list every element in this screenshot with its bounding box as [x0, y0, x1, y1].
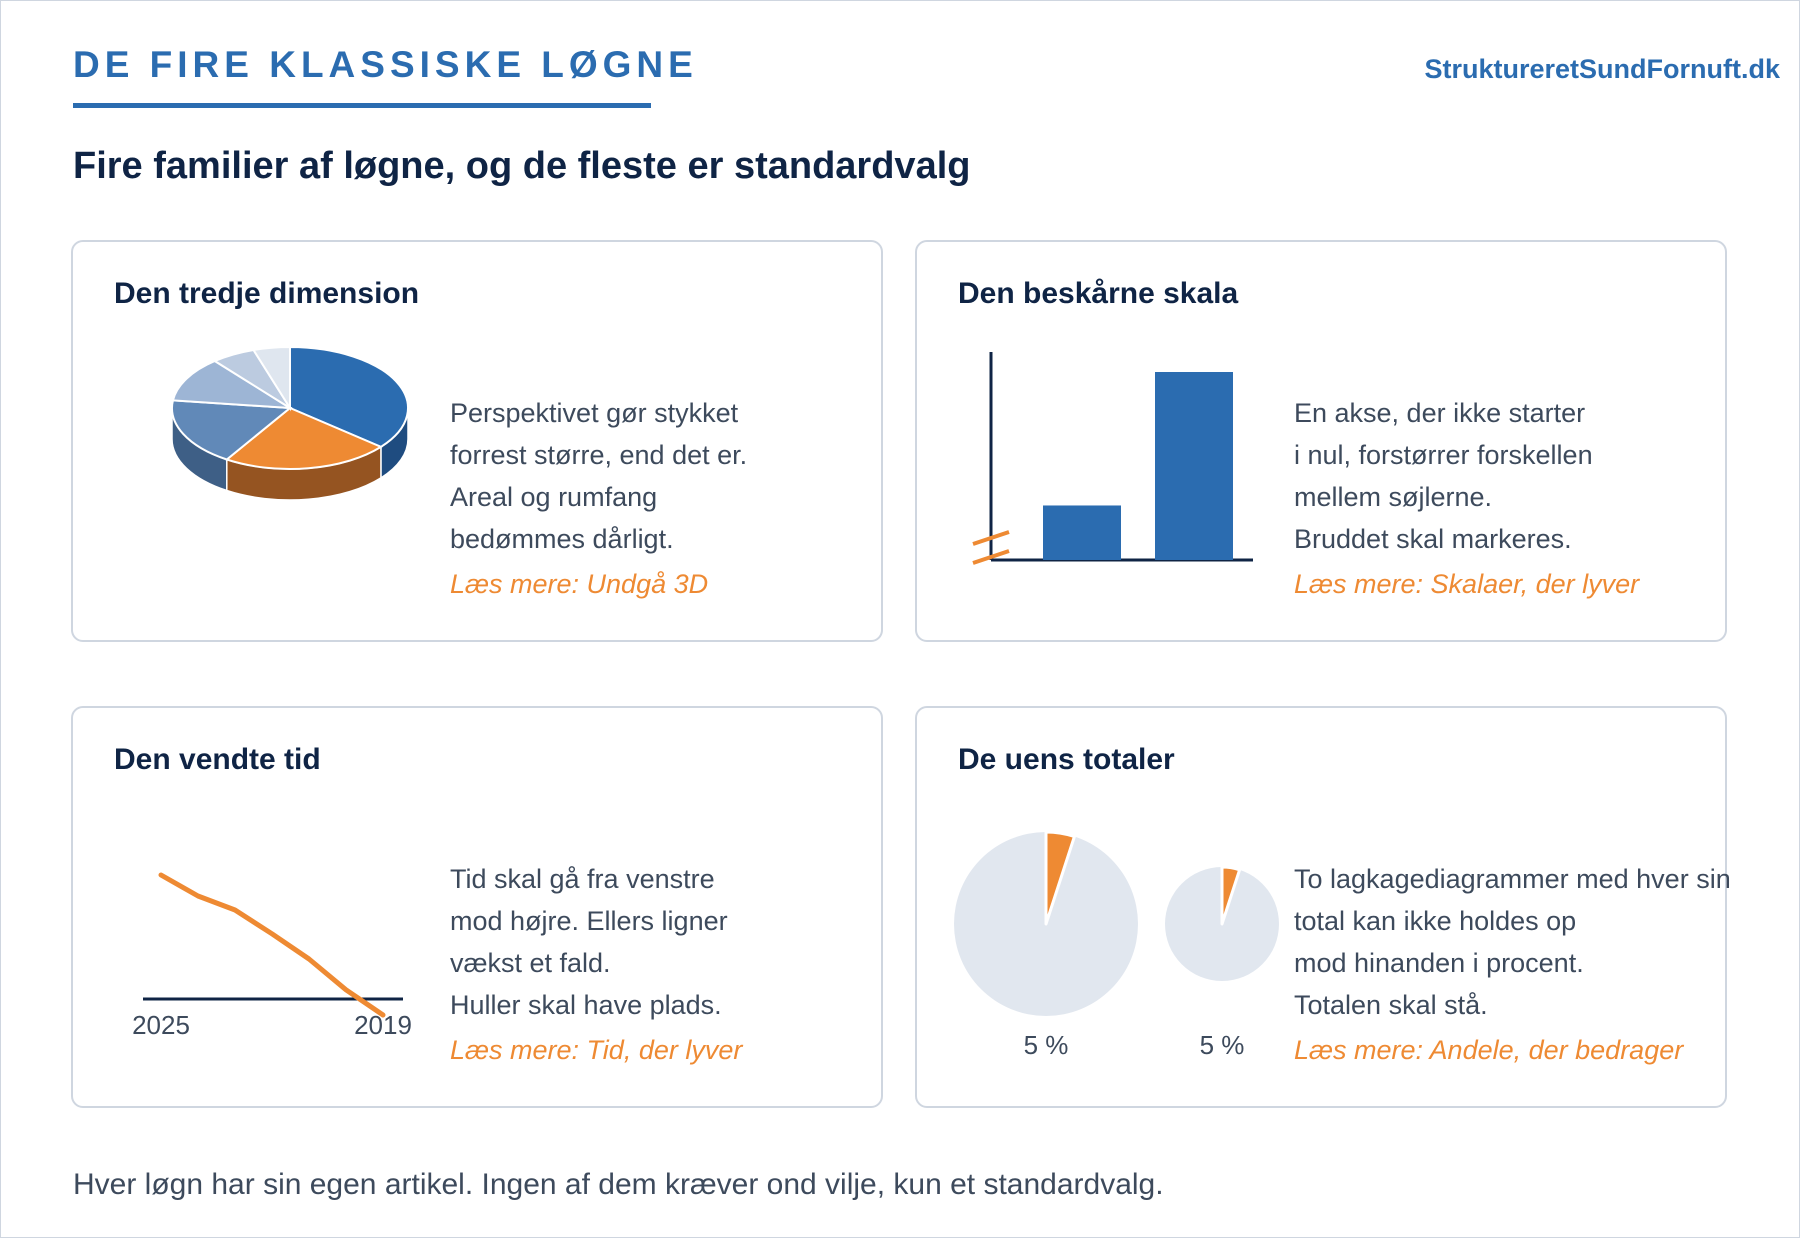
body-line: Tid skal gå fra venstre [450, 864, 715, 894]
body-line: To lagkagediagrammer med hver sin [1294, 864, 1731, 894]
card-title: Den vendte tid [114, 743, 321, 776]
brand-title: DE FIRE KLASSISKE LØGNE [73, 44, 698, 85]
axis-label-end: 2019 [354, 1010, 412, 1040]
read-more-link[interactable]: Læs mere: Skalaer, der lyver [1294, 569, 1640, 599]
reversed-time-illustration: 2025 2019 [132, 872, 412, 1040]
body-line: mod højre. Ellers ligner [450, 906, 728, 936]
pie-slice [251, 345, 291, 412]
bar [1043, 505, 1121, 560]
body-line: En akse, der ikke starter [1294, 398, 1586, 428]
body-line: mod hinanden i procent. [1294, 948, 1584, 978]
site-link[interactable]: StruktureretSundFornuft.dk [1424, 54, 1781, 84]
pie-share-slice [1044, 830, 1076, 926]
axis-label-start: 2025 [132, 1010, 190, 1040]
body-line: forrest større, end det er. [450, 440, 748, 470]
pie-slice [289, 345, 409, 449]
pie-share-slice [1220, 865, 1242, 926]
card-title: De uens totaler [958, 743, 1175, 776]
truncated-bars-illustration [972, 352, 1253, 565]
share-label-small: 5 % [1200, 1030, 1245, 1060]
card-title: Den tredje dimension [114, 277, 420, 310]
body-line: i nul, forstørrer forskellen [1294, 440, 1593, 470]
card-cropped-scale: Den beskårne skala En akse, der ikke sta… [915, 240, 1727, 642]
pie-slice [171, 399, 293, 461]
card-body: Perspektivet gør stykket forrest større,… [450, 392, 890, 605]
axis-break-mark [972, 549, 1010, 565]
card-body: Tid skal gå fra venstre mod højre. Eller… [450, 858, 890, 1071]
pie-slice [224, 406, 384, 470]
body-line: Areal og rumfang [450, 482, 658, 512]
card-title: Den beskårne skala [958, 277, 1239, 310]
card-unequal-totals: 5 % 5 % De uens totaler To lagkagediagra… [915, 706, 1731, 1108]
body-line: mellem søjlerne. [1294, 482, 1493, 512]
body-line: total kan ikke holdes op [1294, 906, 1577, 936]
pie-slice [171, 359, 291, 409]
card-body: En akse, der ikke starter i nul, forstør… [1294, 392, 1734, 605]
body-line: vækst et fald. [450, 948, 611, 978]
body-line: Huller skal have plads. [450, 990, 722, 1020]
read-more-link[interactable]: Læs mere: Andele, der bedrager [1294, 1035, 1684, 1065]
unequal-totals-illustration: 5 % 5 % [954, 830, 1279, 1060]
body-line: Bruddet skal markeres. [1294, 524, 1572, 554]
body-line: Perspektivet gør stykket [450, 398, 739, 428]
read-more-link[interactable]: Læs mere: Tid, der lyver [450, 1035, 743, 1065]
card-body: To lagkagediagrammer med hver sin total … [1294, 858, 1734, 1071]
brand-underline [73, 103, 651, 108]
body-line: Totalen skal stå. [1294, 990, 1488, 1020]
body-line: bedømmes dårligt. [450, 524, 674, 554]
card-reversed-time: 2025 2019 Den vendte tid Tid skal gå fra… [71, 706, 883, 1108]
pie-3d-illustration [171, 345, 409, 501]
bar [1155, 372, 1233, 560]
axis-break-mark [972, 530, 1010, 546]
footer-note: Hver løgn har sin egen artikel. Ingen af… [73, 1168, 1164, 1201]
series-line [158, 872, 386, 1018]
share-label-large: 5 % [1024, 1030, 1069, 1060]
card-third-dimension: Den tredje dimension Perspektivet gør st… [71, 240, 883, 642]
read-more-link[interactable]: Læs mere: Undgå 3D [450, 569, 709, 599]
page-headline: Fire familier af løgne, og de fleste er … [73, 145, 971, 187]
